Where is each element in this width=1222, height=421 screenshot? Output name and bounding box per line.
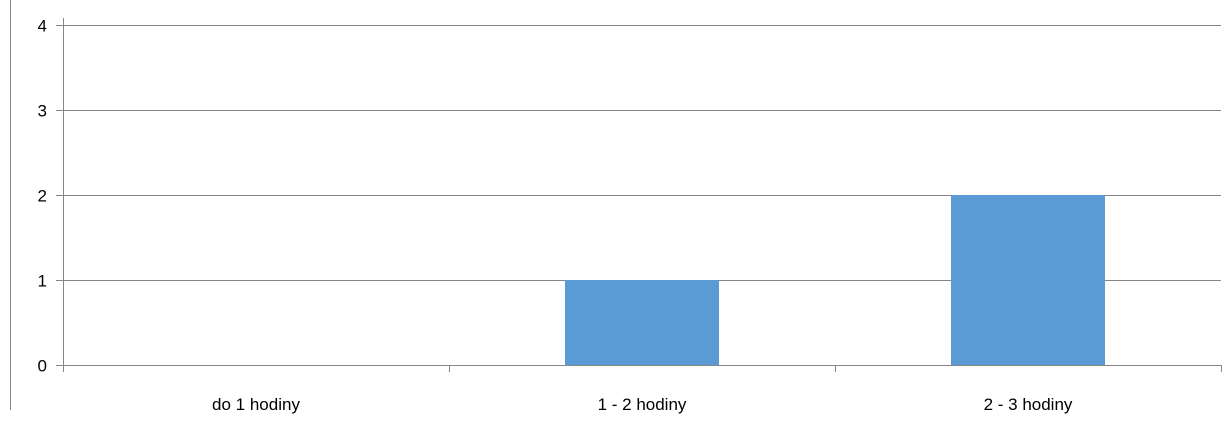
y-tick-label: 0 xyxy=(38,357,47,376)
bar-2 xyxy=(951,195,1105,365)
y-tick-label: 3 xyxy=(38,102,47,121)
y-tick-label: 4 xyxy=(38,17,47,36)
x-tick-label: 1 - 2 hodiny xyxy=(598,395,687,414)
y-tick-label: 1 xyxy=(38,272,47,291)
x-tick-label: 2 - 3 hodiny xyxy=(984,395,1073,414)
x-tick-label: do 1 hodiny xyxy=(212,395,300,414)
y-tick-label: 2 xyxy=(38,187,47,206)
bars xyxy=(565,195,1105,365)
x-tick-labels: do 1 hodiny 1 - 2 hodiny 2 - 3 hodiny xyxy=(212,395,1073,414)
y-tick-labels: 0 1 2 3 4 xyxy=(38,17,47,376)
bar-1 xyxy=(565,280,719,365)
